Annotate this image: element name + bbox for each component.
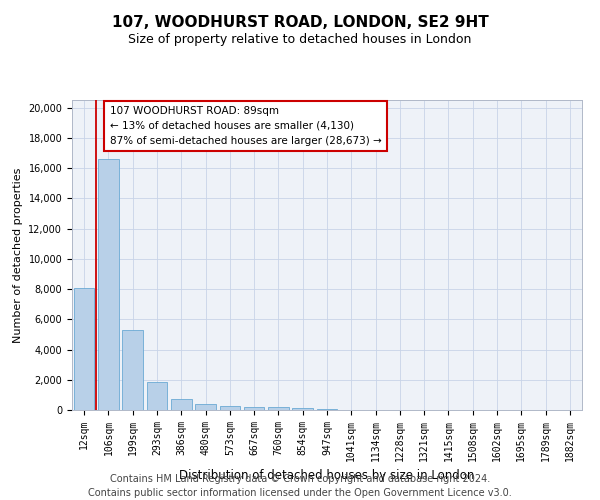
Bar bbox=[244, 406, 265, 410]
Text: 107, WOODHURST ROAD, LONDON, SE2 9HT: 107, WOODHURST ROAD, LONDON, SE2 9HT bbox=[112, 15, 488, 30]
Bar bbox=[317, 409, 337, 410]
Bar bbox=[268, 408, 289, 410]
Text: Size of property relative to detached houses in London: Size of property relative to detached ho… bbox=[128, 32, 472, 46]
Bar bbox=[220, 406, 240, 410]
Bar bbox=[122, 330, 143, 410]
Bar bbox=[292, 408, 313, 410]
Text: 107 WOODHURST ROAD: 89sqm
← 13% of detached houses are smaller (4,130)
87% of se: 107 WOODHURST ROAD: 89sqm ← 13% of detac… bbox=[110, 106, 382, 146]
Text: Contains HM Land Registry data © Crown copyright and database right 2024.
Contai: Contains HM Land Registry data © Crown c… bbox=[88, 474, 512, 498]
Y-axis label: Number of detached properties: Number of detached properties bbox=[13, 168, 23, 342]
Bar bbox=[74, 288, 94, 410]
X-axis label: Distribution of detached houses by size in London: Distribution of detached houses by size … bbox=[179, 469, 475, 482]
Bar bbox=[98, 159, 119, 410]
Bar bbox=[195, 404, 216, 410]
Bar bbox=[171, 400, 191, 410]
Bar bbox=[146, 382, 167, 410]
